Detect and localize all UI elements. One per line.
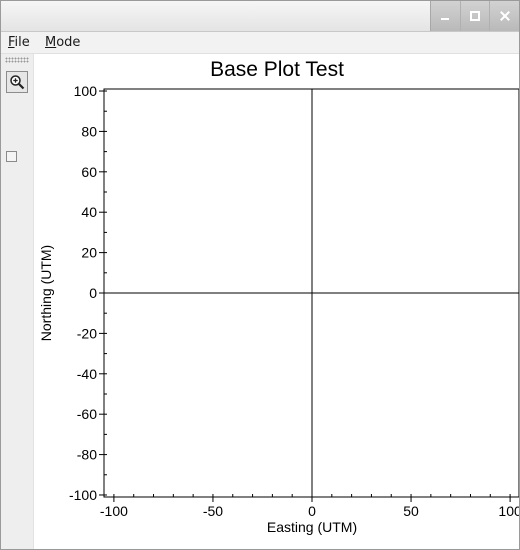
- title-bar: [1, 1, 519, 32]
- y-axis-label: Northing (UTM): [38, 245, 54, 341]
- y-tick-label: -80: [77, 447, 97, 463]
- x-tick-label: 100: [498, 503, 520, 519]
- x-tick-label: 50: [403, 503, 419, 519]
- zoom-in-icon: [10, 75, 25, 90]
- toolbar-checkbox[interactable]: [6, 151, 17, 162]
- y-tick-label: 0: [89, 285, 97, 301]
- minimize-button[interactable]: [431, 1, 461, 31]
- y-tick-label: -60: [77, 406, 97, 422]
- chart[interactable]: Base Plot Test 100 80 60 40 20 0 -20 -40 -60 -80 -1…: [34, 54, 520, 549]
- y-tick-label: 60: [81, 164, 97, 180]
- y-tick-label: -20: [77, 325, 97, 341]
- y-tick-label: 40: [81, 204, 97, 220]
- chart-title: Base Plot Test: [210, 58, 344, 81]
- x-tick-label: -100: [100, 503, 128, 519]
- x-tick-label: -50: [203, 503, 223, 519]
- toolbar-grip[interactable]: [5, 57, 29, 63]
- menu-mode-mnemonic: M: [45, 35, 57, 50]
- x-tick-label: 0: [308, 503, 316, 519]
- plot-area: Base Plot Test 100 80 60 40 20 0 -20 -40 -60 -80 -1…: [34, 54, 520, 549]
- menu-mode-label: ode: [56, 35, 81, 50]
- menu-mode[interactable]: Mode: [45, 35, 80, 50]
- close-button[interactable]: [490, 1, 519, 31]
- toolbar: [1, 54, 34, 549]
- y-tick-label: -100: [69, 487, 97, 503]
- y-tick-label: 20: [81, 245, 97, 261]
- zoom-button[interactable]: [6, 71, 28, 93]
- close-icon: [500, 11, 510, 21]
- menu-file-mnemonic: F: [8, 35, 15, 50]
- maximize-icon: [470, 11, 480, 21]
- maximize-button[interactable]: [461, 1, 491, 31]
- y-tick-label: 100: [74, 83, 98, 99]
- menu-bar: File Mode: [1, 32, 519, 54]
- y-tick-label: -40: [77, 366, 97, 382]
- menu-file-label: ile: [14, 35, 30, 50]
- x-axis-label: Easting (UTM): [267, 519, 357, 535]
- minimize-icon: [440, 11, 450, 21]
- menu-file[interactable]: File: [8, 35, 30, 50]
- y-tick-label: 80: [81, 123, 97, 139]
- window-controls: [430, 1, 519, 31]
